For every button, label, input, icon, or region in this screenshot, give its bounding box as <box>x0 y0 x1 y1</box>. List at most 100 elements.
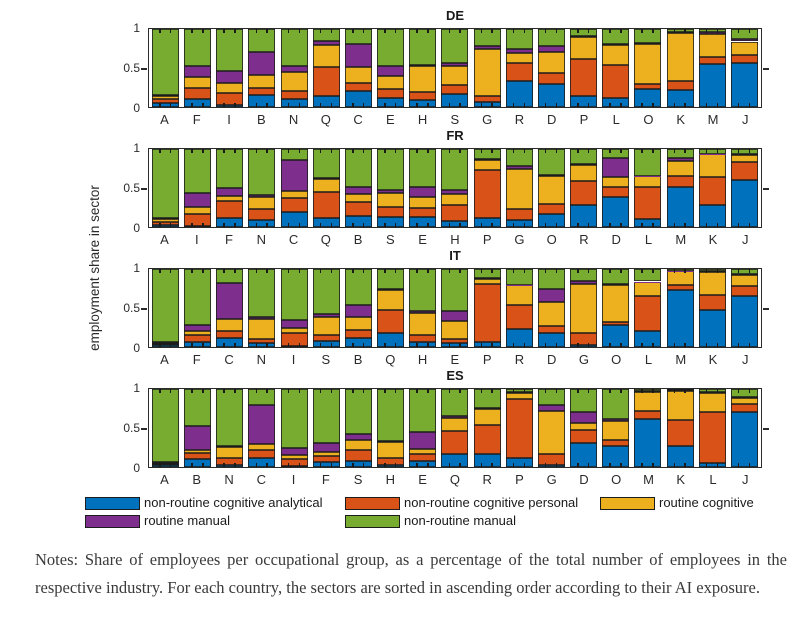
x-tick-mark <box>298 269 301 273</box>
segment-non-routine-cognitive-analytical <box>152 224 179 227</box>
segment-routine-manual <box>280 159 308 192</box>
x-tick-mark <box>544 149 547 153</box>
segment-non-routine-cognitive-personal <box>184 452 212 460</box>
x-tick-mark <box>459 343 461 347</box>
legend-swatch-non-routine-cognitive-personal <box>345 497 400 510</box>
segment-routine-manual <box>666 32 694 33</box>
x-tick-mark <box>480 223 483 227</box>
x-tick-mark <box>523 103 526 107</box>
x-label-ES-G: G <box>546 472 557 487</box>
segment-routine-manual <box>634 43 662 44</box>
segment-non-routine-cognitive-personal <box>280 198 308 213</box>
bar-ES-C <box>248 389 276 467</box>
segment-routine-manual <box>377 441 405 443</box>
x-label-IT-A: A <box>160 352 169 367</box>
segment-non-routine-cognitive-personal <box>602 322 630 326</box>
x-tick-mark <box>159 223 161 227</box>
x-tick-mark <box>512 103 515 107</box>
segment-routine-cognitive <box>602 420 630 440</box>
x-tick-mark <box>641 149 643 153</box>
x-label-IT-K: K <box>708 352 718 367</box>
x-tick-mark <box>362 149 365 153</box>
segment-routine-cognitive <box>473 48 501 97</box>
x-tick-mark <box>480 389 483 393</box>
segment-routine-cognitive <box>441 321 469 340</box>
bar-DE-D <box>537 29 565 107</box>
x-tick-mark <box>716 29 719 33</box>
segment-routine-manual <box>666 270 694 272</box>
segment-non-routine-cognitive-analytical <box>602 98 630 107</box>
segment-non-routine-cognitive-personal <box>216 201 244 219</box>
x-tick-mark <box>480 29 483 33</box>
segment-non-routine-cognitive-analytical <box>377 98 405 107</box>
segment-non-routine-cognitive-personal <box>537 453 565 466</box>
x-tick-mark <box>191 463 193 467</box>
x-tick-mark <box>673 223 676 227</box>
x-tick-mark <box>652 103 654 107</box>
segment-routine-manual <box>666 389 694 391</box>
segment-non-routine-cognitive-analytical <box>312 96 340 107</box>
segment-non-routine-cognitive-analytical <box>698 309 726 347</box>
segment-routine-manual <box>537 174 565 176</box>
segment-non-routine-manual <box>152 389 179 462</box>
segment-non-routine-manual <box>184 29 212 66</box>
segment-routine-cognitive <box>377 75 405 90</box>
segment-non-routine-cognitive-personal <box>152 221 179 225</box>
x-tick-mark <box>394 29 397 33</box>
segment-routine-manual <box>184 65 212 78</box>
x-tick-mark <box>716 463 719 467</box>
segment-non-routine-cognitive-analytical <box>248 219 276 227</box>
x-label-ES-L: L <box>709 472 717 487</box>
x-tick-mark <box>716 269 719 273</box>
segment-non-routine-cognitive-personal <box>570 430 598 443</box>
x-tick-mark <box>609 149 611 153</box>
segment-non-routine-manual <box>666 269 694 271</box>
segment-non-routine-cognitive-personal <box>152 343 179 346</box>
x-label-ES-K: K <box>676 472 686 487</box>
segment-non-routine-manual <box>344 29 372 44</box>
x-tick-mark <box>652 269 654 273</box>
x-tick-mark <box>587 149 590 153</box>
x-tick-mark <box>577 463 579 467</box>
segment-routine-manual <box>344 187 372 195</box>
bar-FR-E <box>409 149 437 227</box>
x-label-FR-S: S <box>386 232 395 247</box>
bar-IT-E <box>441 269 469 347</box>
segment-non-routine-manual <box>377 149 405 190</box>
x-tick-mark <box>298 389 301 393</box>
x-tick-mark <box>362 389 365 393</box>
bar-IT-J <box>730 269 758 347</box>
segment-non-routine-cognitive-analytical <box>698 463 726 467</box>
segment-non-routine-manual <box>409 29 437 65</box>
segment-non-routine-manual <box>312 269 340 315</box>
x-tick-mark <box>384 389 386 393</box>
segment-routine-cognitive <box>312 317 340 335</box>
bar-FR-G <box>505 149 533 227</box>
x-tick-mark <box>448 223 450 227</box>
segment-non-routine-cognitive-analytical <box>248 458 276 467</box>
x-tick-mark <box>191 223 193 227</box>
segment-non-routine-manual <box>377 269 405 290</box>
bar-ES-F <box>312 389 340 467</box>
segment-routine-manual <box>537 288 565 302</box>
x-tick-mark <box>169 29 172 33</box>
segment-non-routine-manual <box>602 389 630 420</box>
x-tick-mark <box>480 343 483 347</box>
segment-routine-cognitive <box>312 44 340 68</box>
x-tick-mark <box>544 343 547 347</box>
segment-routine-cognitive <box>666 390 694 421</box>
segment-non-routine-cognitive-personal <box>730 54 758 63</box>
segment-non-routine-cognitive-personal <box>698 177 726 206</box>
x-tick-mark <box>352 343 354 347</box>
segment-non-routine-cognitive-personal <box>409 92 437 100</box>
segment-non-routine-cognitive-analytical <box>537 465 565 467</box>
x-tick-mark <box>169 149 172 153</box>
segment-non-routine-manual <box>248 149 276 196</box>
x-tick-mark <box>459 149 461 153</box>
segment-non-routine-cognitive-analytical <box>537 332 565 347</box>
segment-non-routine-cognitive-personal <box>666 81 694 90</box>
x-tick-mark <box>191 343 193 347</box>
bar-DE-E <box>377 29 405 107</box>
segment-routine-manual <box>280 448 308 456</box>
x-tick-mark <box>266 343 268 347</box>
